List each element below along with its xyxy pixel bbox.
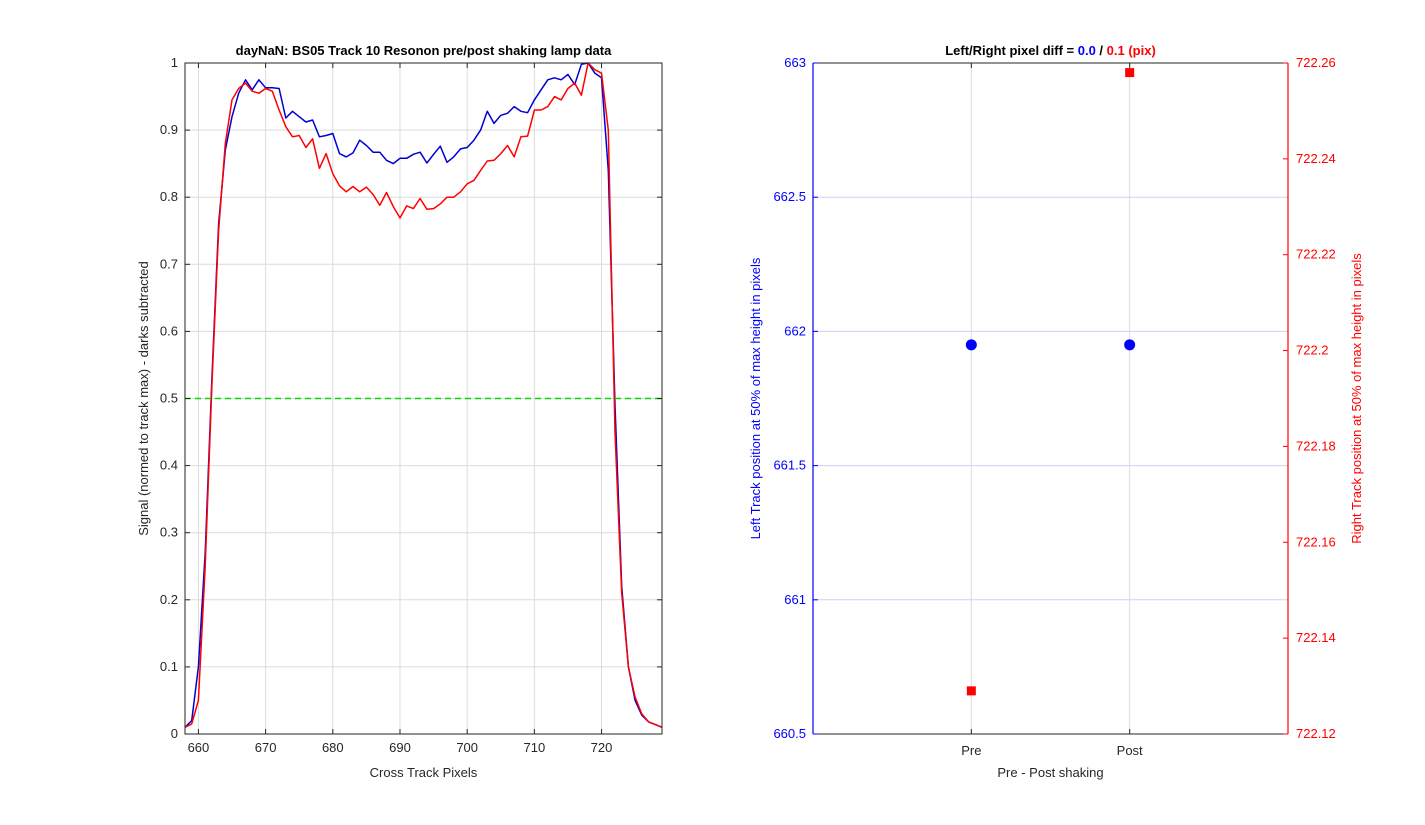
- x-tick-label: 720: [591, 740, 613, 755]
- title-part: /: [1096, 43, 1107, 58]
- left-line-chart: 660 670 680 690 700 710 720 0 0.1 0.2 0.3 0.4 0.5 0.6…: [136, 43, 663, 780]
- right-y-tick-label: 722.26: [1296, 55, 1336, 70]
- x-tick-label: 660: [188, 740, 210, 755]
- series-line-1: [184, 62, 663, 728]
- y-tick-label: 0.4: [160, 458, 178, 473]
- y-tick-label: 0.5: [160, 391, 178, 406]
- right-track-point: [1125, 68, 1135, 78]
- x-axis-label: Cross Track Pixels: [370, 765, 478, 780]
- title-part: 0.1 (pix): [1107, 43, 1156, 58]
- left-y-tick-label: 660.5: [773, 726, 806, 741]
- right-y-tick-label: 722.16: [1296, 534, 1336, 549]
- right-y-tick-label: 722.2: [1296, 343, 1329, 358]
- y-tick-label: 0.6: [160, 323, 178, 338]
- right-y-axis-label: Right Track position at 50% of max heigh…: [1349, 253, 1364, 544]
- series-line-0: [184, 62, 663, 728]
- right-y-tick-label: 722.18: [1296, 438, 1336, 453]
- y-tick-label: 0: [171, 726, 178, 741]
- right-y-tick-label: 722.14: [1296, 630, 1336, 645]
- y-tick-label: 0.9: [160, 122, 178, 137]
- y-tick-label: 0.1: [160, 659, 178, 674]
- left-y-tick-label: 662: [784, 323, 806, 338]
- plot-area: [813, 63, 1288, 734]
- x-tick-label: 680: [322, 740, 344, 755]
- left-y-tick-label: 662.5: [773, 189, 806, 204]
- y-axis-label: Signal (normed to track max) - darks sub…: [136, 261, 151, 536]
- x-category-label: Post: [1117, 743, 1143, 758]
- right-y-tick-label: 722.12: [1296, 726, 1336, 741]
- left-y-axis-label: Left Track position at 50% of max height…: [748, 257, 763, 539]
- y-tick-label: 1: [171, 55, 178, 70]
- x-tick-label: 690: [389, 740, 411, 755]
- left-y-tick-label: 661: [784, 592, 806, 607]
- x-tick-label: 700: [456, 740, 478, 755]
- y-tick-label: 0.2: [160, 592, 178, 607]
- right-track-point: [966, 686, 976, 696]
- left-y-tick-label: 661.5: [773, 458, 806, 473]
- x-tick-label: 670: [255, 740, 277, 755]
- right-y-tick-label: 722.24: [1296, 151, 1336, 166]
- y-tick-label: 0.7: [160, 256, 178, 271]
- title-part: 0.0: [1078, 43, 1096, 58]
- y-tick-label: 0.8: [160, 189, 178, 204]
- right-scatter-chart: Pre Post 660.5 661 661.5 662 662.5 663 722.12 722…: [748, 43, 1364, 780]
- left-track-point: [965, 339, 977, 351]
- title-part: Left/Right pixel diff =: [945, 43, 1078, 58]
- right-y-tick-label: 722.22: [1296, 247, 1336, 262]
- x-tick-label: 710: [524, 740, 546, 755]
- x-category-label: Pre: [961, 743, 981, 758]
- chart-title: Left/Right pixel diff = 0.0 / 0.1 (pix): [945, 43, 1156, 58]
- left-track-point: [1124, 339, 1136, 351]
- x-axis-label: Pre - Post shaking: [997, 765, 1103, 780]
- chart-title: dayNaN: BS05 Track 10 Resonon pre/post s…: [236, 43, 612, 58]
- y-tick-label: 0.3: [160, 525, 178, 540]
- left-y-tick-label: 663: [784, 55, 806, 70]
